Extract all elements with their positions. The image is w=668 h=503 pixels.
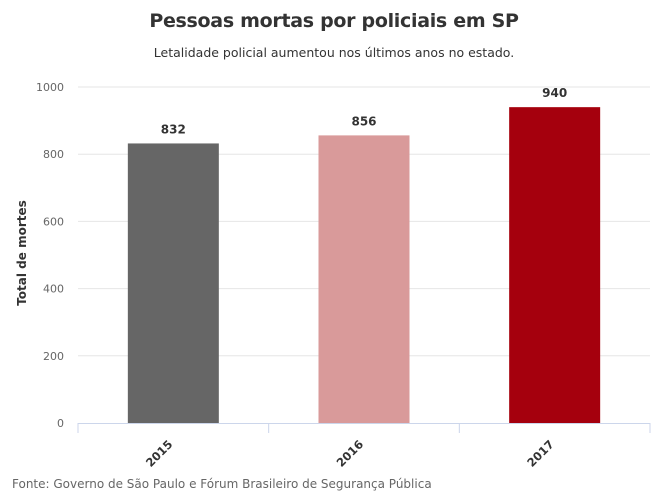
y-tick-label: 400 xyxy=(43,283,64,296)
x-category-label: 2015 xyxy=(143,437,176,470)
y-tick-label: 800 xyxy=(43,148,64,161)
bars-layer xyxy=(127,107,601,423)
chart-subtitle: Letalidade policial aumentou nos últimos… xyxy=(153,45,515,60)
bar-2017 xyxy=(509,107,601,423)
data-label: 940 xyxy=(542,86,567,100)
x-category-label: 2017 xyxy=(524,437,557,470)
data-label: 856 xyxy=(351,114,376,128)
y-axis-title: Total de mortes xyxy=(15,200,29,306)
data-label: 832 xyxy=(161,122,186,136)
y-tick-label: 0 xyxy=(57,417,64,430)
y-tick-label: 600 xyxy=(43,215,64,228)
source-credit: Fonte: Governo de São Paulo e Fórum Bras… xyxy=(12,477,432,491)
chart-title: Pessoas mortas por policiais em SP xyxy=(149,10,519,32)
y-tick-label: 1000 xyxy=(36,81,64,94)
x-category-label: 2016 xyxy=(334,437,367,470)
bar-2016 xyxy=(318,135,410,423)
labels-layer: 0 200 400 600 800 1000 832 2015 856 2016 940 2017 xyxy=(36,81,567,470)
y-tick-label: 200 xyxy=(43,350,64,363)
axis-layer xyxy=(77,423,651,433)
bar-2015 xyxy=(127,143,219,423)
